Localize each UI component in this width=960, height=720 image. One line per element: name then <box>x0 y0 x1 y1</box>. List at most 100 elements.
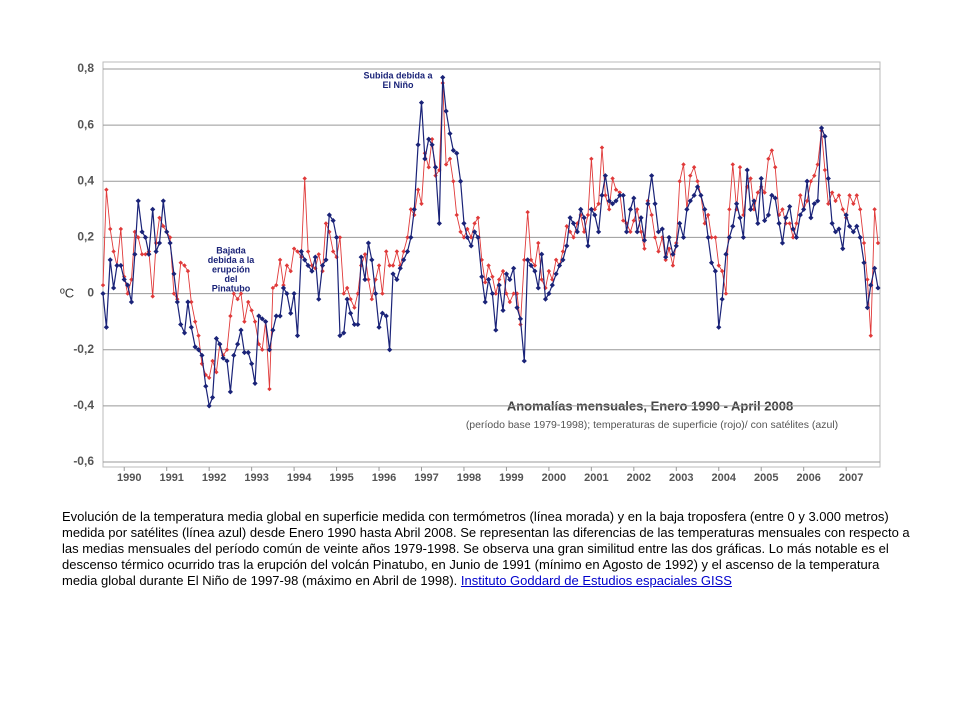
point <box>511 291 516 296</box>
point <box>790 235 796 240</box>
annotation: El Niño <box>383 80 415 90</box>
point <box>645 201 651 207</box>
point <box>709 235 714 240</box>
point <box>500 307 506 314</box>
point <box>592 212 598 218</box>
annotation: erupción <box>212 264 250 274</box>
point <box>135 198 141 204</box>
point <box>128 299 135 305</box>
point <box>426 165 431 170</box>
point <box>231 352 237 358</box>
point <box>762 217 768 224</box>
y-tick-label: -0,4 <box>73 398 94 412</box>
point <box>854 223 860 229</box>
point <box>649 212 654 218</box>
point <box>687 198 693 204</box>
point <box>624 229 630 235</box>
point <box>341 291 346 296</box>
point <box>571 235 576 240</box>
point <box>865 277 870 282</box>
point <box>638 215 644 221</box>
point <box>383 313 389 319</box>
point <box>246 299 251 305</box>
point <box>652 201 658 207</box>
point <box>252 319 258 324</box>
point <box>783 221 789 226</box>
point <box>578 212 583 218</box>
point <box>217 341 223 347</box>
point <box>712 268 718 274</box>
point <box>708 260 715 266</box>
point <box>192 344 198 350</box>
point <box>808 179 814 184</box>
point <box>143 252 148 257</box>
point <box>309 268 315 274</box>
x-tick-label: 1990 <box>117 472 141 484</box>
caption-link[interactable]: Instituto Goddard de Estudios espaciales… <box>460 573 732 588</box>
point <box>666 246 672 251</box>
point <box>323 221 329 226</box>
point <box>266 347 273 353</box>
y-axis-label: ºC <box>60 285 74 300</box>
annotation: Pinatubo <box>212 283 251 293</box>
point <box>319 262 326 269</box>
point <box>454 212 459 218</box>
point <box>277 257 283 263</box>
point <box>829 190 835 195</box>
point <box>369 296 375 302</box>
point <box>347 310 354 316</box>
point <box>730 223 736 229</box>
point <box>851 201 856 206</box>
point <box>390 271 396 277</box>
point <box>373 290 379 297</box>
point <box>847 193 852 198</box>
point <box>613 198 619 204</box>
point <box>132 251 138 257</box>
point <box>199 352 205 358</box>
point <box>316 252 321 257</box>
point <box>762 190 767 195</box>
point <box>500 268 506 274</box>
point <box>341 330 347 336</box>
point <box>376 324 382 330</box>
point <box>220 355 226 361</box>
point <box>192 319 198 324</box>
point <box>507 276 513 283</box>
point <box>302 176 307 181</box>
point <box>150 294 155 299</box>
point <box>366 277 371 282</box>
point <box>773 165 778 170</box>
point <box>277 313 283 319</box>
point <box>854 193 859 198</box>
point <box>872 207 877 212</box>
point <box>702 221 707 226</box>
point <box>312 254 318 260</box>
point <box>157 215 162 220</box>
point <box>472 221 477 226</box>
point <box>185 299 191 305</box>
point <box>779 240 786 246</box>
point <box>804 198 810 204</box>
point <box>772 195 778 201</box>
x-tick-label: 1993 <box>244 472 268 484</box>
point <box>751 198 757 204</box>
point <box>758 175 764 182</box>
point <box>461 235 467 240</box>
point <box>815 198 821 204</box>
point <box>274 282 279 288</box>
point <box>227 389 233 395</box>
point <box>578 206 584 212</box>
point <box>390 263 396 268</box>
point <box>698 192 704 198</box>
y-tick-label: -0,2 <box>73 342 94 356</box>
point <box>103 324 109 330</box>
point <box>532 263 538 268</box>
point <box>284 263 290 268</box>
point <box>684 206 690 212</box>
point <box>617 192 623 198</box>
point <box>475 234 481 241</box>
point <box>825 175 831 182</box>
point <box>875 285 881 291</box>
point <box>405 235 410 240</box>
point <box>705 234 711 241</box>
